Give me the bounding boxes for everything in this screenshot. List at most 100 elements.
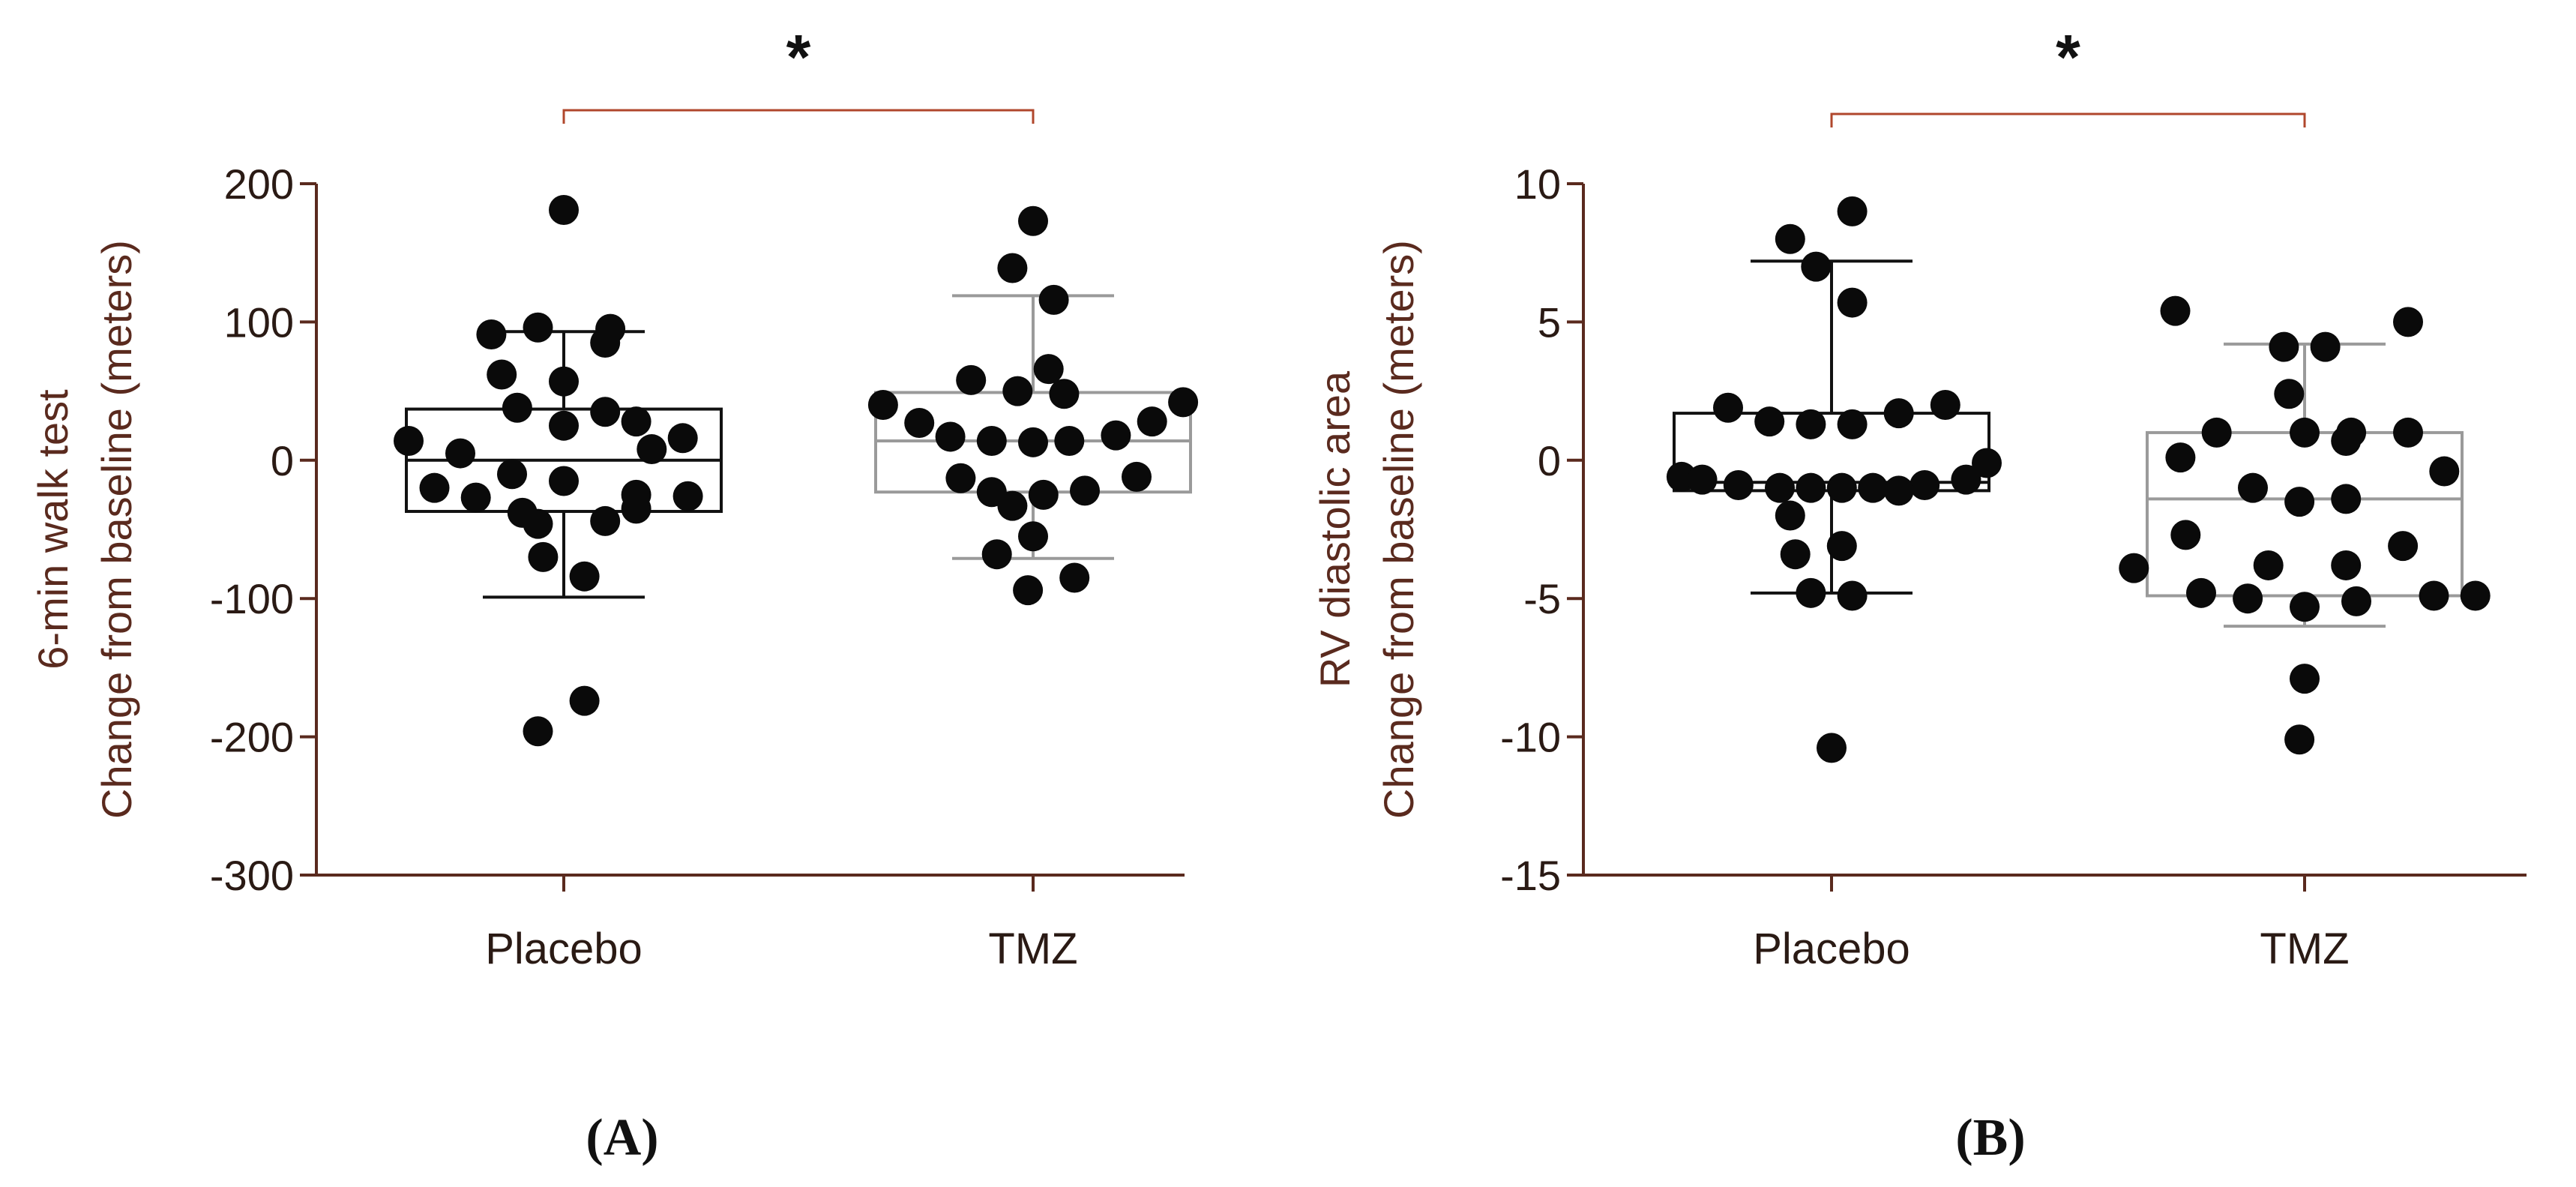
data-point: [945, 463, 976, 493]
data-point: [2284, 487, 2315, 517]
data-point: [1951, 464, 1981, 495]
y-tick-label: -200: [210, 714, 294, 761]
data-point: [997, 253, 1028, 283]
data-point: [935, 421, 966, 452]
data-point: [2341, 586, 2371, 616]
data-point: [2460, 580, 2491, 611]
y-tick-label: -5: [1523, 575, 1561, 622]
x-tick-label: TMZ: [2260, 925, 2349, 973]
panel-b-chart: 10 5 0 -5 -10 -15 Placebo TMZ RV diastolic area C…: [1311, 22, 2527, 1167]
data-point: [2233, 583, 2263, 614]
data-point: [1687, 464, 1718, 495]
data-point: [1168, 387, 1199, 418]
data-point: [956, 364, 987, 395]
data-point: [1018, 205, 1048, 236]
data-point: [1775, 500, 1805, 531]
data-point: [2165, 442, 2196, 473]
data-point: [2160, 295, 2191, 326]
y-tick-label: 5: [1538, 298, 1561, 346]
y-axis-label-line2: Change from baseline (meters): [93, 240, 140, 819]
y-axis-label-line1: RV diastolic area: [1311, 370, 1358, 688]
data-point: [2331, 484, 2362, 514]
data-point: [1972, 448, 2002, 478]
data-point: [1883, 475, 1914, 506]
data-point: [904, 408, 935, 439]
data-point: [1723, 469, 1754, 500]
data-point: [2269, 331, 2299, 362]
data-point: [549, 195, 579, 226]
data-point: [569, 685, 600, 716]
data-point: [2393, 307, 2423, 337]
significance-star: *: [2056, 22, 2080, 92]
data-point: [394, 425, 424, 456]
data-point: [523, 716, 553, 747]
data-point: [1002, 376, 1033, 406]
significance-bracket: [1830, 112, 2306, 127]
data-point: [1013, 575, 1044, 606]
significance-bracket: [562, 109, 1035, 124]
y-axis-label-line2: Change from baseline (meters): [1375, 240, 1422, 819]
data-point: [1059, 562, 1090, 593]
data-point: [672, 481, 703, 511]
y-tick-label: -100: [210, 575, 294, 622]
data-point: [2290, 592, 2320, 622]
data-point: [1837, 580, 1868, 611]
data-point: [1038, 284, 1069, 315]
significance-star: *: [786, 22, 811, 92]
data-point: [1754, 406, 1785, 437]
data-point: [590, 397, 621, 427]
x-tick-label: TMZ: [988, 925, 1077, 973]
data-point: [569, 561, 600, 592]
x-tick-label: Placebo: [1753, 925, 1910, 973]
data-point: [1837, 196, 1868, 226]
data-point: [2201, 417, 2232, 448]
data-point: [1826, 472, 1857, 503]
data-point: [1101, 420, 1131, 451]
data-point: [1713, 392, 1743, 423]
data-point: [476, 319, 507, 349]
data-point: [2290, 417, 2320, 448]
data-point: [1858, 472, 1889, 503]
data-point: [1780, 539, 1811, 570]
data-point: [1826, 531, 1857, 562]
data-point: [1018, 427, 1048, 457]
data-point: [2170, 520, 2201, 550]
data-point: [2290, 664, 2320, 694]
data-point: [549, 466, 579, 496]
data-point: [1122, 461, 1152, 492]
data-point: [1070, 475, 1100, 506]
data-point: [523, 508, 553, 539]
y-tick-label: 200: [224, 160, 294, 208]
data-point: [502, 392, 532, 423]
data-point: [1049, 379, 1080, 409]
y-tick-label: 0: [271, 437, 294, 484]
data-point: [2253, 550, 2284, 580]
panel-label: (A): [586, 1109, 658, 1167]
data-point: [487, 359, 517, 390]
data-point: [1930, 390, 1960, 421]
data-point: [1033, 354, 1064, 385]
data-point: [2331, 425, 2362, 456]
y-tick-label: 100: [224, 298, 294, 346]
panel-label: (B): [1955, 1109, 2025, 1167]
data-point: [621, 406, 651, 437]
data-point: [2310, 331, 2341, 362]
data-point: [997, 490, 1028, 521]
data-point: [1817, 733, 1847, 763]
data-point: [867, 390, 898, 421]
data-point: [2284, 724, 2315, 755]
data-point: [2119, 553, 2149, 583]
y-tick-label: -15: [1500, 852, 1561, 899]
data-point: [1018, 521, 1048, 552]
data-point: [2238, 472, 2268, 503]
data-point: [460, 482, 491, 513]
data-point: [1883, 398, 1914, 429]
y-tick-label: 0: [1538, 437, 1561, 484]
y-tick-label: -300: [210, 852, 294, 899]
data-point: [445, 438, 475, 469]
data-point: [1137, 406, 1167, 437]
y-axis-label-line1: 6-min walk test: [29, 389, 76, 670]
data-point: [1796, 577, 1826, 608]
data-point: [549, 366, 579, 397]
